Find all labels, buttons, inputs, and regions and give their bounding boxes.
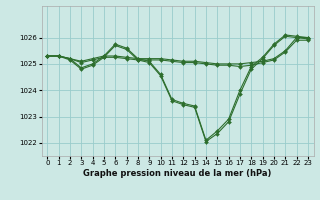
X-axis label: Graphe pression niveau de la mer (hPa): Graphe pression niveau de la mer (hPa): [84, 169, 272, 178]
